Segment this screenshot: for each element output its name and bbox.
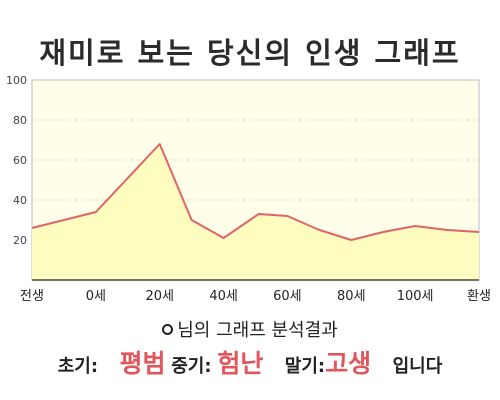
early-label: 초기: xyxy=(57,356,99,377)
x-tick-label: 전생 xyxy=(20,289,44,304)
ending-text: 입니다 xyxy=(392,356,443,377)
x-tick-label: 20세 xyxy=(145,289,174,304)
middle-value: 험난 xyxy=(217,349,264,378)
area-fill xyxy=(32,144,479,280)
x-tick-label: 환생 xyxy=(467,289,491,304)
circle-icon xyxy=(162,323,174,335)
y-tick-label: 100 xyxy=(6,74,27,87)
analysis-result: 초기: 평범 중기: 험난 말기:고생 입니다 xyxy=(0,344,500,380)
series-line xyxy=(31,143,480,241)
y-tick-label: 20 xyxy=(13,234,27,247)
x-tick-label: 0세 xyxy=(86,289,106,304)
late-value: 고생 xyxy=(325,349,372,378)
x-tick-label: 100세 xyxy=(397,289,434,304)
x-tick-label: 60세 xyxy=(273,289,302,304)
x-tick-label: 80세 xyxy=(337,289,366,304)
middle-label: 중기: xyxy=(171,356,212,377)
y-tick-label: 80 xyxy=(13,114,27,127)
late-label: 말기: xyxy=(284,356,326,377)
analysis-heading-text: 님의 그래프 분석결과 xyxy=(177,320,338,341)
x-tick-label: 40세 xyxy=(209,289,238,304)
chart-title: 재미로 보는 당신의 인생 그래프 xyxy=(39,36,461,70)
x-tick-labels: 전생 0세 20세 40세 60세 80세 100세 환생 xyxy=(20,289,491,304)
life-graph-chart: 20 40 60 80 100 전생 0세 20세 40세 60세 80세 100세 환생 xyxy=(6,74,491,304)
y-tick-label: 40 xyxy=(13,194,27,207)
analysis-heading: 님의 그래프 분석결과 xyxy=(0,316,500,342)
early-value: 평범 xyxy=(119,349,166,378)
y-tick-label: 60 xyxy=(13,154,27,167)
y-tick-labels: 20 40 60 80 100 xyxy=(6,74,27,247)
